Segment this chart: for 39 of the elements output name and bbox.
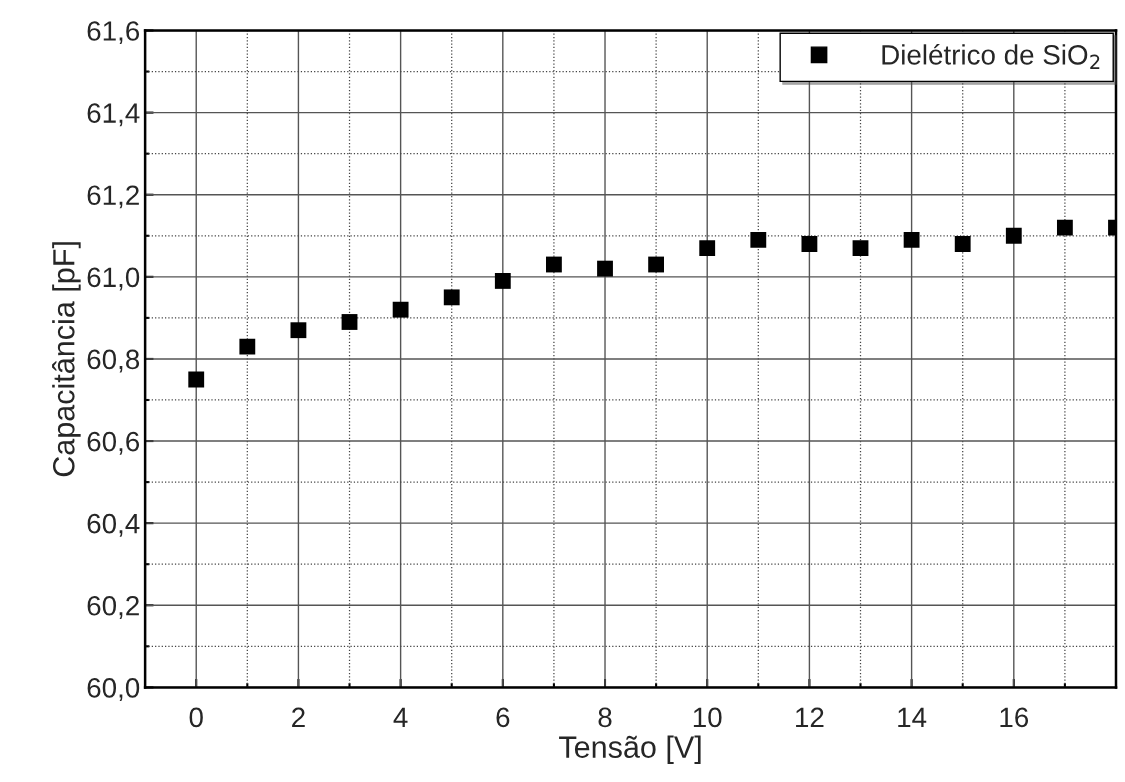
y-tick-label: 61,2 bbox=[87, 185, 139, 209]
y-tick-label: 60,0 bbox=[87, 678, 140, 701]
point bbox=[188, 371, 205, 388]
point bbox=[597, 260, 613, 277]
point bbox=[801, 236, 818, 252]
y-tick-label: 61,6 bbox=[87, 21, 140, 45]
x-tick-label: 4 bbox=[393, 707, 408, 727]
point bbox=[750, 231, 767, 248]
point bbox=[903, 231, 920, 248]
x-tick-label: 14 bbox=[898, 707, 927, 727]
x-tick-label: 8 bbox=[598, 707, 612, 728]
point bbox=[1056, 219, 1073, 236]
x-axis-title: Tensão [V] bbox=[559, 735, 701, 764]
x-tick-label: 2 bbox=[292, 707, 305, 727]
point bbox=[392, 301, 409, 318]
point bbox=[443, 289, 460, 306]
point bbox=[1005, 227, 1022, 244]
y-tick-label: 60,2 bbox=[87, 595, 139, 619]
y-tick-label: 61,4 bbox=[87, 103, 140, 127]
point bbox=[494, 273, 511, 289]
x-tick-label: 0 bbox=[189, 707, 203, 728]
point bbox=[852, 240, 869, 257]
point bbox=[954, 236, 971, 252]
point bbox=[341, 314, 358, 330]
y-tick-label: 60,4 bbox=[87, 513, 140, 537]
x-tick-label: 12 bbox=[796, 707, 824, 727]
point bbox=[546, 256, 562, 273]
point bbox=[648, 256, 665, 273]
x-tick-label: 16 bbox=[1000, 707, 1029, 728]
x-tick-label: 10 bbox=[693, 707, 722, 728]
y-tick-label: 61,0 bbox=[87, 267, 140, 291]
y-tick-label: 60,8 bbox=[87, 349, 140, 373]
point bbox=[239, 338, 256, 355]
x-tick-label: 6 bbox=[496, 707, 510, 728]
point bbox=[699, 240, 716, 257]
point bbox=[290, 322, 307, 339]
y-axis-title: Capacitância [pF] bbox=[52, 242, 81, 477]
y-tick-label: 60,6 bbox=[87, 431, 140, 455]
legend-label: Dielétrico de SiO$_{2}$ bbox=[882, 43, 1100, 69]
